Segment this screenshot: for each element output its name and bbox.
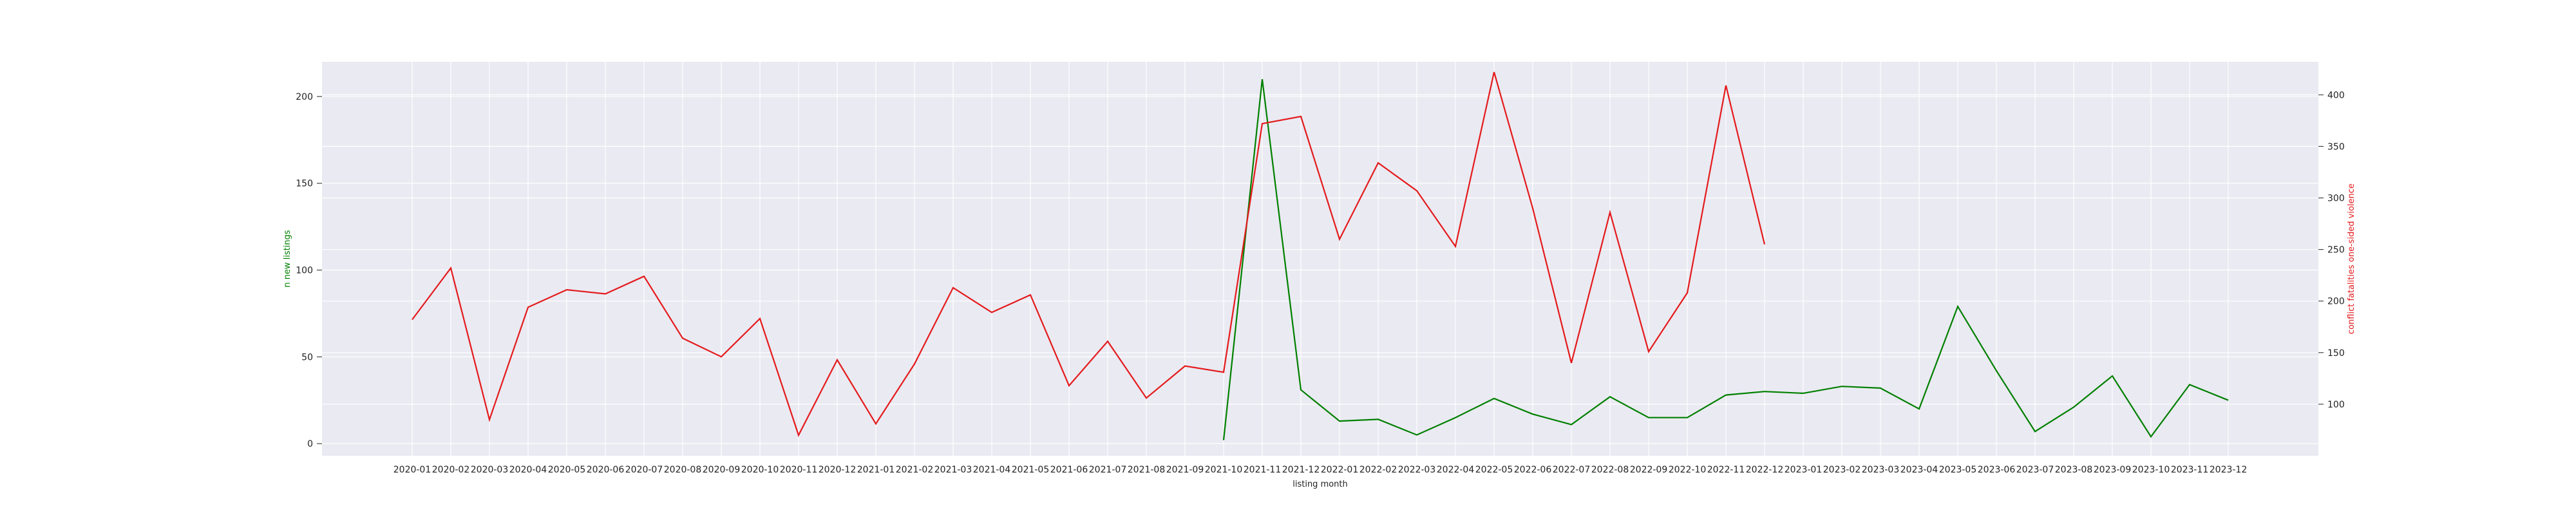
x-tick-label: 2023-04	[1900, 465, 1938, 475]
x-tick-label: 2022-12	[1746, 465, 1784, 475]
x-tick-label: 2022-02	[1359, 465, 1397, 475]
x-tick-label: 2023-12	[2210, 465, 2248, 475]
series-lines	[412, 71, 2229, 440]
x-tick-label: 2023-09	[2094, 465, 2132, 475]
x-tick-label: 2022-10	[1669, 465, 1707, 475]
series-line-right-axis	[412, 71, 1766, 437]
y-left-tick-label: 200	[296, 92, 313, 102]
y-right-tick-label: 400	[2327, 90, 2345, 100]
x-tick-label: 2022-08	[1591, 465, 1629, 475]
x-tick-label: 2023-01	[1785, 465, 1823, 475]
x-tick-label: 2021-05	[1012, 465, 1050, 475]
y-left-tick-label: 150	[296, 179, 313, 189]
y-right-tick-label: 350	[2327, 142, 2345, 152]
x-tick-label: 2020-05	[548, 465, 586, 475]
x-tick-label: 2020-04	[509, 465, 547, 475]
y-right-tick-label: 250	[2327, 245, 2345, 256]
x-tick-label: 2023-05	[1939, 465, 1977, 475]
x-tick-label: 2023-06	[1978, 465, 2016, 475]
y-right-tick-label: 300	[2327, 193, 2345, 203]
x-tick-label: 2023-02	[1823, 465, 1861, 475]
y-right-tick-label: 150	[2327, 348, 2345, 359]
x-tick-label: 2022-06	[1514, 465, 1552, 475]
x-tick-label: 2021-11	[1244, 465, 1282, 475]
y-left-tick-label: 50	[301, 352, 313, 362]
x-tick-label: 2023-07	[2016, 465, 2054, 475]
x-tick-label: 2021-07	[1089, 465, 1127, 475]
x-tick-label: 2022-09	[1630, 465, 1668, 475]
x-tick-label: 2020-11	[780, 465, 818, 475]
axes: 2020-01 2020-02 2020-03 2020-04 2020-05 2020-…	[296, 90, 2344, 475]
x-tick-label: 2022-03	[1398, 465, 1436, 475]
x-tick-label: 2023-10	[2132, 465, 2170, 475]
x-tick-label: 2022-07	[1553, 465, 1591, 475]
x-tick-label: 2021-12	[1282, 465, 1320, 475]
x-tick-label: 2021-06	[1050, 465, 1088, 475]
x-tick-label: 2020-03	[471, 465, 509, 475]
x-tick-label: 2023-08	[2055, 465, 2093, 475]
x-tick-label: 2023-11	[2171, 465, 2209, 475]
x-tick-label: 2020-06	[587, 465, 625, 475]
x-tick-label: 2021-01	[857, 465, 895, 475]
x-tick-label: 2023-03	[1862, 465, 1900, 475]
plot-background	[322, 62, 2318, 456]
right-y-axis-label: conflict fatalities one-sided violence	[2347, 183, 2356, 334]
x-tick-label: 2021-10	[1205, 465, 1243, 475]
x-tick-label: 2022-05	[1475, 465, 1513, 475]
x-tick-label: 2021-08	[1128, 465, 1166, 475]
x-tick-label: 2021-02	[896, 465, 934, 475]
x-tick-label: 2021-09	[1166, 465, 1204, 475]
x-tick-label: 2022-01	[1321, 465, 1359, 475]
y-left-tick-label: 0	[307, 439, 313, 449]
x-tick-label: 2021-04	[973, 465, 1011, 475]
series-line-left-axis	[1222, 79, 2229, 440]
x-tick-label: 2020-08	[664, 465, 702, 475]
left-y-axis-label: n new listings	[283, 230, 292, 288]
y-left-tick-label: 100	[296, 266, 313, 276]
x-tick-label: 2020-01	[393, 465, 431, 475]
gridlines	[322, 62, 2318, 456]
x-tick-label: 2020-07	[625, 465, 663, 475]
y-right-tick-label: 200	[2327, 297, 2345, 307]
x-tick-label: 2021-03	[934, 465, 972, 475]
x-tick-label: 2022-11	[1707, 465, 1745, 475]
x-tick-label: 2020-10	[741, 465, 779, 475]
x-tick-label: 2022-04	[1437, 465, 1475, 475]
x-tick-label: 2020-12	[819, 465, 857, 475]
x-tick-label: 2020-09	[703, 465, 741, 475]
x-axis-label: listing month	[1293, 480, 1348, 489]
x-tick-label: 2020-02	[432, 465, 470, 475]
y-right-tick-label: 100	[2327, 400, 2345, 410]
